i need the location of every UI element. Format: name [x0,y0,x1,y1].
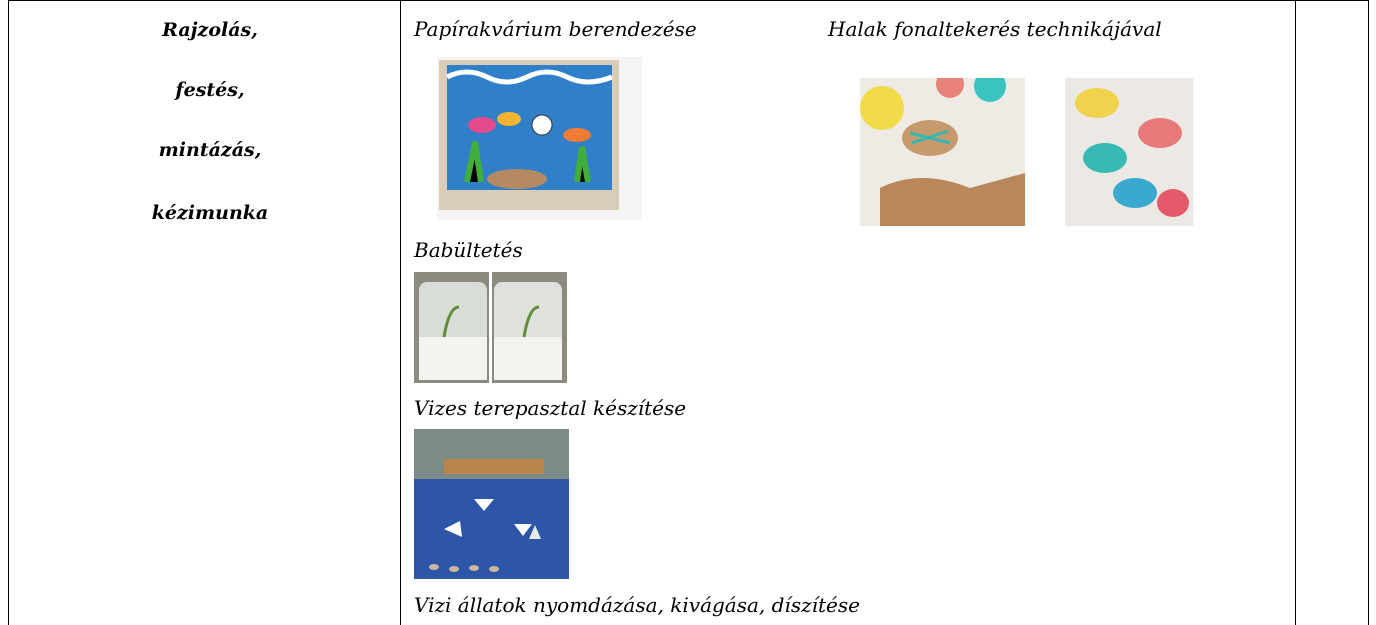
activity-title: Papírakvárium berendezése [414,17,697,41]
left-line: mintázás, [158,139,262,161]
activity-title: Vizes terepasztal készítése [414,396,687,420]
jar-photo [414,272,567,383]
table-border [400,0,401,625]
table-border [8,0,9,625]
activity-title: Halak fonaltekerés technikájával [828,17,1162,41]
left-line: Rajzolás, [162,19,258,41]
left-line: kézimunka [151,202,269,224]
yarn-fish-photo [1065,78,1193,226]
left-line: festés, [175,79,245,101]
water-table-photo [414,429,569,579]
table-border [1368,0,1369,625]
activity-title: Vizi állatok nyomdázása, kivágása, díszí… [414,593,860,617]
table-border [1295,0,1296,625]
aquarium-photo [437,57,642,220]
table-top-border [8,0,1369,1]
activity-title: Babültetés [414,238,523,262]
yarn-fish-photo [860,78,1025,226]
